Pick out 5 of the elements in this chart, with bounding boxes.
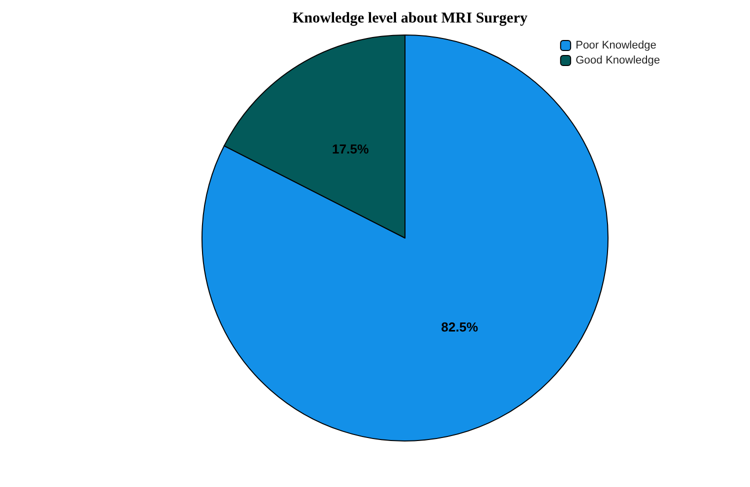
data-label: 17.5%	[332, 141, 370, 156]
legend-label: Poor Knowledge	[576, 40, 656, 52]
legend-label: Good Knowledge	[576, 54, 660, 66]
data-label: 82.5%	[441, 320, 478, 335]
chart-title: Knowledge level about MRI Surgery	[292, 10, 528, 26]
